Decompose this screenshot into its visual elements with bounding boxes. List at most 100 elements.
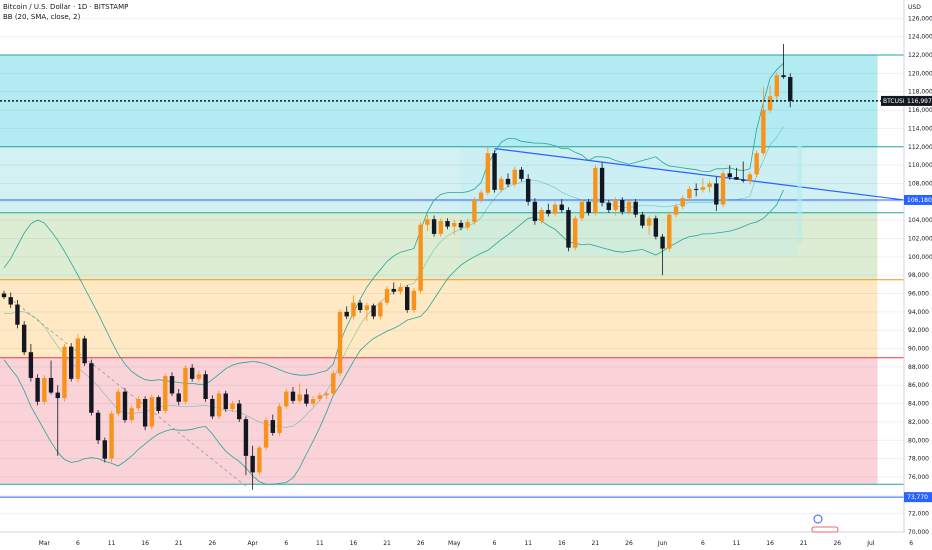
- candle-body: [734, 177, 739, 180]
- time-tick-label: 21: [175, 540, 183, 547]
- candle-body: [747, 174, 753, 181]
- price-axis-bg[interactable]: [904, 0, 932, 550]
- candle-body: [478, 192, 484, 200]
- candle-body: [727, 173, 732, 178]
- level-tag-bg-0: [904, 194, 932, 205]
- candle-body: [89, 363, 94, 413]
- candle-body: [371, 305, 376, 317]
- price-tick-label: 86,000: [908, 382, 929, 389]
- price-tick-label: 126,000: [908, 15, 932, 22]
- level-tag-bg-1: [904, 492, 932, 503]
- candle-body: [21, 324, 27, 353]
- price-tick-label: 122,000: [908, 52, 932, 59]
- candle-body: [465, 221, 470, 228]
- candle-body: [163, 376, 168, 411]
- projection-bar: [796, 91, 802, 244]
- right-margin-area: [877, 0, 904, 532]
- candle-body: [458, 222, 464, 228]
- candle-body: [237, 403, 242, 420]
- time-tick-label: 26: [625, 540, 633, 547]
- time-tick-label: 21: [592, 540, 600, 547]
- candle-body: [357, 302, 363, 311]
- candle-body: [270, 420, 275, 433]
- candle-body: [223, 393, 228, 410]
- time-tick-label: Jun: [657, 540, 668, 547]
- price-tick-label: 94,000: [908, 309, 929, 316]
- candle-body: [122, 391, 128, 421]
- candle-body: [129, 408, 134, 421]
- time-tick-label: Jul: [866, 540, 875, 547]
- candle-body: [532, 201, 538, 222]
- candle-body: [499, 178, 504, 190]
- time-tick-label: 6: [701, 540, 705, 547]
- candle-body: [216, 393, 222, 417]
- price-tick-label: 120,000: [908, 70, 932, 77]
- currency-label: USD: [908, 4, 921, 11]
- price-tick-label: 78,000: [908, 456, 929, 463]
- candle-body: [263, 420, 269, 448]
- candle-body: [35, 377, 40, 402]
- candle-body: [613, 199, 618, 211]
- price-tick-label: 82,000: [908, 419, 929, 426]
- time-tick-label: 16: [350, 540, 358, 547]
- price-tag-bg: [904, 95, 932, 106]
- indicator-label: BB (20, SMA, close, 2): [3, 13, 81, 21]
- candle-body: [304, 394, 309, 404]
- price-tick-label: 70,000: [908, 529, 929, 536]
- price-tick-label: 112,000: [908, 144, 932, 151]
- candle-body: [116, 391, 121, 414]
- price-tick-label: 110,000: [908, 162, 932, 169]
- candle-body: [741, 179, 746, 181]
- price-tag-label: 116,997: [907, 98, 932, 105]
- price-tags: BTCUSD 116,997 106,180 73,770: [881, 95, 932, 503]
- price-tick-label: 88,000: [908, 364, 929, 371]
- candle-body: [378, 302, 383, 317]
- candle-body: [142, 399, 148, 427]
- candle-body: [452, 222, 457, 227]
- candle-body: [599, 167, 605, 203]
- candle-body: [673, 206, 679, 215]
- price-axis-labels: 70,00072,00074,00076,00078,00080,00082,0…: [908, 15, 932, 536]
- time-tick-label: 21: [383, 540, 391, 547]
- candle-body: [519, 169, 524, 179]
- candle-body: [492, 153, 497, 190]
- candle-body: [425, 219, 430, 225]
- horizontal-levels: [0, 54, 904, 498]
- candle-body: [250, 455, 255, 473]
- candle-body: [398, 287, 403, 292]
- candle-body: [411, 290, 417, 311]
- candle-body: [559, 204, 564, 211]
- price-tick-label: 118,000: [908, 89, 932, 96]
- candle-body: [767, 96, 773, 111]
- candle-body: [680, 198, 685, 207]
- candle-body: [136, 399, 141, 409]
- candle-body: [324, 393, 329, 396]
- time-tick-label: 21: [800, 540, 808, 547]
- candle-body: [317, 395, 323, 399]
- candle-body: [169, 376, 175, 394]
- price-tick-label: 84,000: [908, 401, 929, 408]
- time-tick-label: Apr: [247, 540, 258, 547]
- candle-body: [42, 377, 47, 402]
- time-axis-bg[interactable]: [0, 532, 904, 550]
- candle-body: [693, 188, 699, 190]
- candle-body: [512, 169, 517, 185]
- candle-body: [48, 377, 54, 393]
- candle-body: [579, 201, 585, 219]
- candle-body: [243, 419, 249, 456]
- time-tick-label: 26: [417, 540, 425, 547]
- candle-body: [620, 199, 625, 212]
- candle-body: [761, 110, 766, 154]
- candle-body: [364, 305, 370, 311]
- price-tick-label: 102,000: [908, 235, 932, 242]
- price-tick-label: 104,000: [908, 217, 932, 224]
- price-tick-label: 114,000: [908, 125, 932, 132]
- time-tick-label: 16: [141, 540, 149, 547]
- candle-body: [28, 352, 34, 378]
- time-tick-label: 26: [833, 540, 841, 547]
- candle-body: [156, 397, 161, 411]
- zone-band-1: [0, 146, 878, 213]
- bb-shade: [460, 59, 797, 257]
- candle-body: [55, 392, 60, 399]
